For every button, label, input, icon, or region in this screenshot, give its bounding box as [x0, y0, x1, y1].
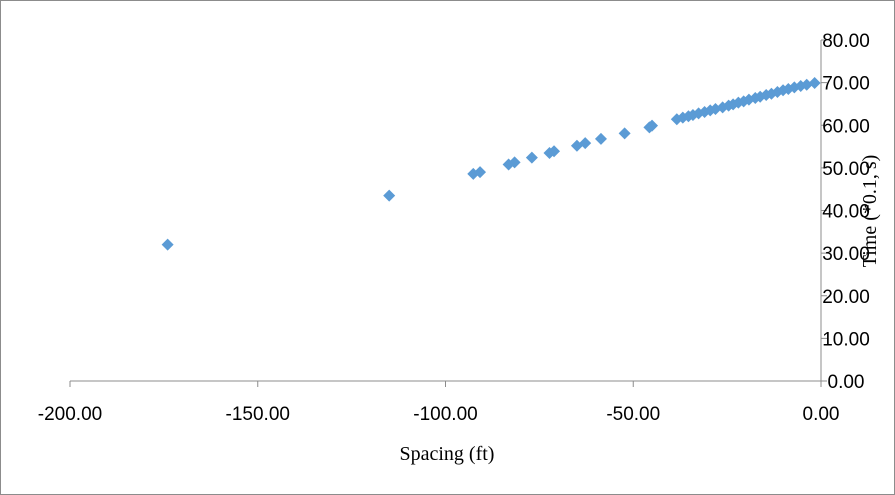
y-axis-title: Time (*0.1, s) — [859, 155, 881, 268]
x-axis-title: Spacing (ft) — [400, 443, 495, 465]
y-tick-label: 20.00 — [822, 287, 870, 308]
data-point — [383, 189, 396, 202]
y-tick-label: 30.00 — [822, 244, 870, 265]
y-tick-labels: 0.00 10.00 20.00 30.00 40.00 50.00 60.00 70.00 8… — [822, 31, 870, 393]
y-tick-label: 0.00 — [828, 372, 865, 393]
x-tick-labels: -200.00 -150.00 -100.00 -50.00 0.00 — [38, 404, 840, 425]
data-point — [594, 132, 607, 145]
x-tick-label: -200.00 — [38, 404, 102, 425]
x-tick-label: -50.00 — [606, 404, 660, 425]
data-point — [618, 127, 631, 140]
data-points — [161, 77, 821, 251]
x-tick-label: 0.00 — [803, 404, 840, 425]
data-point — [646, 119, 659, 132]
data-point — [161, 238, 174, 251]
data-point — [525, 151, 538, 164]
x-tick-label: -100.00 — [413, 404, 477, 425]
y-tick-label: 80.00 — [822, 31, 870, 52]
y-tick-label: 60.00 — [822, 116, 870, 137]
data-point — [508, 156, 521, 169]
axes-layer — [69, 39, 827, 387]
y-tick-label: 40.00 — [822, 202, 870, 223]
y-tick-label: 50.00 — [822, 159, 870, 180]
y-tick-label: 70.00 — [822, 74, 870, 95]
data-point — [579, 137, 592, 150]
y-tick-label: 10.00 — [822, 329, 870, 350]
data-point — [474, 166, 487, 179]
data-point — [800, 78, 813, 91]
data-point — [548, 145, 561, 158]
x-tick-label: -150.00 — [226, 404, 290, 425]
data-point — [808, 77, 821, 90]
